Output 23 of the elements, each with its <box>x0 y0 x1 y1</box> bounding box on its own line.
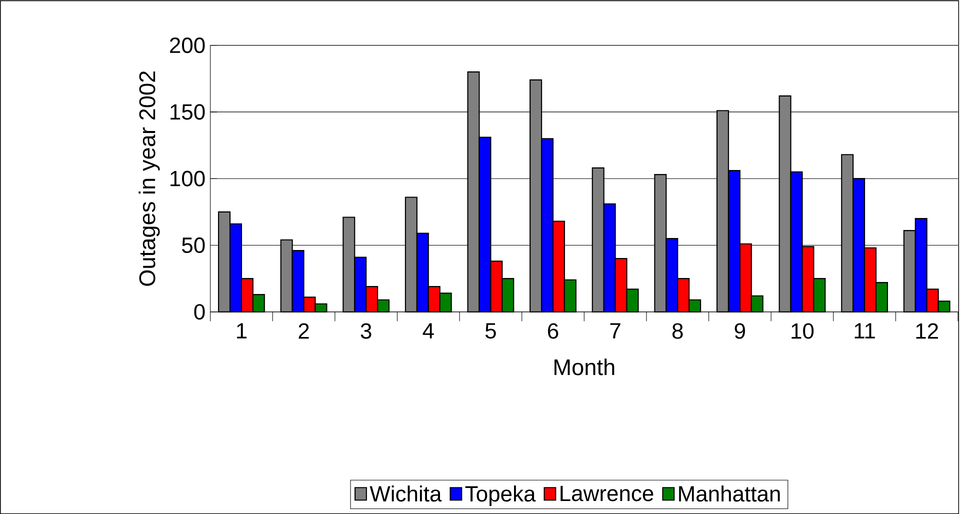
y-axis-title: Outages in year 2002 <box>138 71 160 286</box>
x-tick-label: 8 <box>672 323 683 339</box>
x-axis-title: Month <box>554 358 614 376</box>
x-tick-label: 1 <box>237 323 247 338</box>
legend-label: Lawrence <box>560 486 654 502</box>
y-tick-label: 200 <box>170 37 205 54</box>
y-tick-label: 150 <box>170 104 205 120</box>
x-tick-label: 4 <box>422 323 434 338</box>
x-tick-label: 5 <box>485 323 496 338</box>
legend-label: Manhattan <box>679 485 780 502</box>
y-tick-label: 0 <box>194 304 205 320</box>
x-tick-label: 6 <box>548 323 558 339</box>
x-tick-label: 12 <box>916 323 938 339</box>
x-tick-label: 10 <box>792 323 814 339</box>
x-tick-label: 7 <box>610 323 620 338</box>
legend-label: Topeka <box>465 485 536 506</box>
x-tick-label: 2 <box>298 323 309 339</box>
legend-label: Wichita <box>370 485 442 502</box>
x-tick-label: 3 <box>360 323 372 339</box>
x-tick-label: 9 <box>734 323 745 339</box>
y-tick-label: 50 <box>182 237 205 253</box>
x-tick-label: 11 <box>854 323 875 338</box>
y-tick-label: 100 <box>170 170 205 186</box>
